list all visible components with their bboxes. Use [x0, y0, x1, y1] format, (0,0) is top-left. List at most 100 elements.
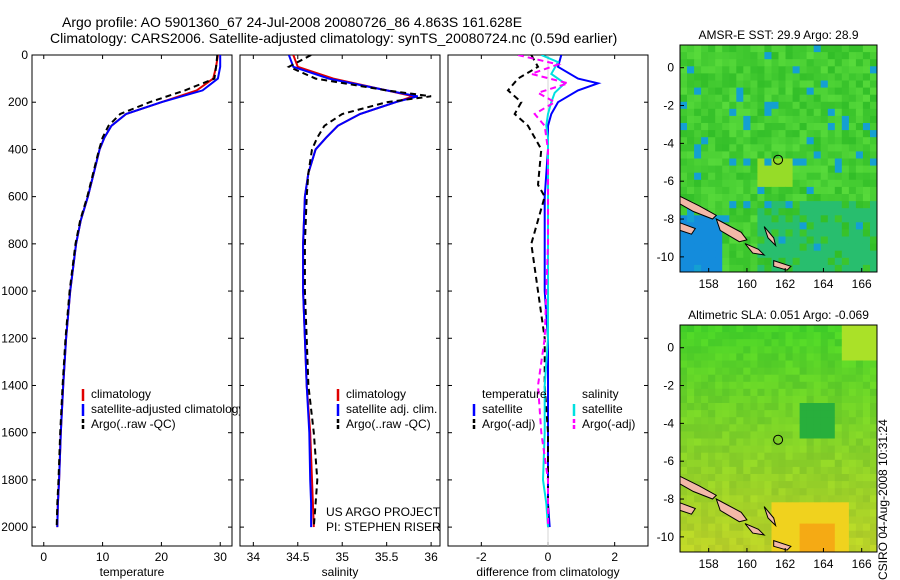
- map-cell: [870, 151, 878, 159]
- map-cell: [736, 179, 744, 188]
- map-cell: [701, 108, 709, 117]
- map-cell: [715, 73, 723, 81]
- x-axis-label: salinity: [322, 565, 359, 579]
- map-cell: [771, 523, 779, 532]
- map-cell: [813, 137, 822, 145]
- map-cell: [855, 424, 864, 432]
- map-cell: [792, 108, 801, 117]
- map-cell: [792, 537, 801, 546]
- map-cell: [870, 108, 878, 117]
- map-cell: [743, 325, 751, 333]
- map-cell: [827, 151, 836, 159]
- map-cell: [694, 325, 702, 333]
- map-cell: [806, 243, 815, 252]
- map-cell: [771, 353, 779, 361]
- map-cell: [680, 250, 688, 259]
- map-cell: [785, 123, 793, 131]
- map-cell: [855, 438, 864, 447]
- x-tick-label: 10: [96, 550, 110, 564]
- map-cell: [715, 52, 723, 60]
- map-cell: [834, 381, 843, 390]
- map-cell: [820, 66, 829, 74]
- map-cell: [813, 144, 822, 152]
- map-cell: [694, 438, 702, 447]
- map-cell: [813, 52, 822, 60]
- map-cell: [715, 544, 723, 553]
- map-cell: [848, 73, 857, 81]
- map-cell: [729, 179, 737, 188]
- map-cell: [806, 537, 815, 546]
- map-cell: [820, 346, 829, 354]
- map-y-tick-label: -2: [663, 379, 674, 393]
- map-cell: [806, 137, 815, 145]
- map-cell: [722, 466, 730, 475]
- map-cell: [806, 80, 815, 89]
- map-cell: [855, 59, 864, 67]
- map-cell: [841, 523, 850, 532]
- map-y-tick-label: -4: [663, 416, 674, 430]
- map-cell: [848, 452, 857, 461]
- map-cell: [715, 208, 723, 216]
- map-cell: [743, 208, 751, 216]
- map-cell: [701, 332, 709, 340]
- map-cell: [778, 332, 786, 340]
- map-cell: [687, 452, 695, 461]
- map-cell: [806, 339, 815, 347]
- map-cell: [778, 87, 786, 96]
- map-cell: [743, 488, 751, 496]
- map-cell: [820, 73, 829, 81]
- map-cell: [729, 115, 737, 124]
- map-cell: [771, 115, 779, 124]
- map-cell: [862, 353, 871, 361]
- map-cell: [848, 495, 857, 503]
- map-cell: [870, 158, 878, 167]
- map-cell: [855, 509, 864, 517]
- map-cell: [701, 445, 709, 454]
- map-cell: [722, 346, 730, 354]
- map-cell: [820, 165, 829, 174]
- map-cell: [862, 73, 871, 81]
- map-cell: [708, 544, 716, 553]
- map-cell: [806, 94, 815, 103]
- map-cell: [778, 417, 786, 425]
- map-cell: [841, 236, 850, 245]
- map-cell: [743, 151, 751, 159]
- map-cell: [841, 215, 850, 223]
- map-cell: [848, 431, 857, 439]
- map-cell: [785, 474, 793, 482]
- map-cell: [736, 431, 744, 439]
- map-cell: [680, 523, 688, 532]
- map-cell: [771, 452, 779, 461]
- map-cell: [848, 101, 857, 110]
- map-cell: [792, 165, 801, 174]
- map-cell: [820, 108, 829, 117]
- map-cell: [708, 229, 716, 237]
- map-cell: [827, 403, 836, 411]
- map-cell: [855, 80, 864, 89]
- map-cell: [743, 403, 751, 411]
- map-cell: [771, 123, 779, 131]
- map-cell: [736, 94, 744, 103]
- map-cell: [778, 236, 786, 245]
- map-cell: [778, 59, 786, 67]
- map-cell: [827, 257, 836, 266]
- map-cell: [743, 431, 751, 439]
- map-cell: [799, 115, 808, 124]
- map-cell: [806, 257, 815, 266]
- map-title: Altimetric SLA: 0.051 Argo: -0.069: [688, 308, 869, 322]
- map-cell: [785, 367, 793, 376]
- map-cell: [708, 466, 716, 475]
- map-cell: [792, 59, 801, 67]
- series-group: [286, 55, 432, 528]
- map-cell: [736, 438, 744, 447]
- map-cell: [778, 381, 786, 390]
- map-cell: [813, 73, 822, 81]
- map-cell: [820, 459, 829, 468]
- map-cell: [827, 424, 836, 432]
- map-cell: [757, 452, 765, 461]
- map-cell: [799, 530, 808, 539]
- map-cell: [841, 544, 850, 553]
- map-cell: [771, 459, 779, 468]
- map-cell: [729, 73, 737, 81]
